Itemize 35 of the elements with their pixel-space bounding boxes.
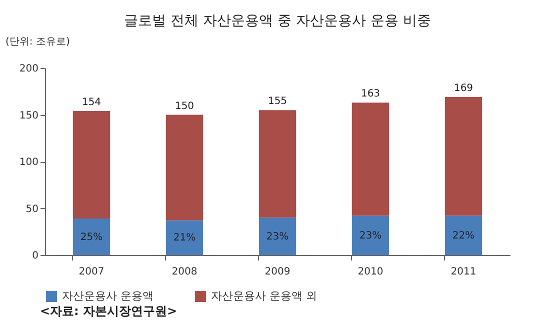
x-tick-label: 2011 — [450, 266, 476, 278]
total-label: 163 — [360, 88, 380, 100]
bar — [166, 220, 204, 255]
total-label: 155 — [268, 96, 288, 108]
y-tick-label: 100 — [19, 157, 38, 168]
y-tick-label: 150 — [19, 110, 38, 122]
total-label: 150 — [174, 100, 194, 112]
bar — [444, 216, 482, 255]
bar — [258, 218, 296, 255]
y-axis-title: (단위: 조유로) — [6, 36, 70, 48]
bar — [72, 218, 110, 255]
bar — [352, 216, 390, 255]
annotation: 21% — [173, 232, 196, 244]
legend-label: 자산운용사 운용액 — [62, 290, 154, 303]
y-tick-label: 50 — [26, 204, 38, 215]
bar — [352, 102, 390, 216]
annotation: 25% — [80, 232, 103, 243]
bar — [166, 114, 204, 220]
x-tick-label: 2010 — [358, 266, 384, 278]
y-tick-label: 200 — [19, 64, 38, 74]
legend-label: 자산운용사 운용액 외 — [211, 290, 317, 303]
x-tick-label: 2009 — [264, 266, 290, 278]
total-label: 169 — [454, 82, 474, 94]
annotation: 22% — [452, 230, 475, 242]
total-label: 154 — [82, 97, 102, 108]
y-tick-label: 0 — [32, 250, 38, 262]
chart-title: 글로벌 전체 자산운용액 중 자산운용사 운용 비중 — [124, 13, 431, 29]
annotation: 23% — [359, 230, 382, 242]
bar — [444, 96, 482, 216]
text: <자료: 자본시장연구원> — [40, 304, 178, 318]
x-tick-label: 2008 — [172, 266, 198, 278]
x-tick-label: 2007 — [78, 266, 104, 278]
annotation: 23% — [266, 231, 289, 242]
bar — [258, 110, 296, 218]
bar — [72, 111, 110, 219]
